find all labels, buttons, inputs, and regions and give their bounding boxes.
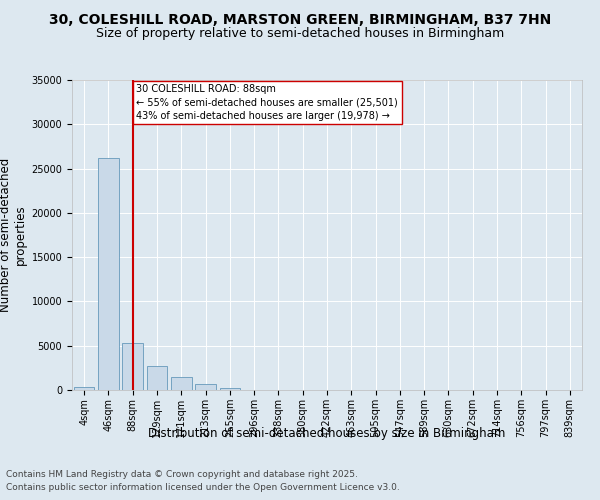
Text: 30, COLESHILL ROAD, MARSTON GREEN, BIRMINGHAM, B37 7HN: 30, COLESHILL ROAD, MARSTON GREEN, BIRMI… [49, 12, 551, 26]
Y-axis label: Number of semi-detached
properties: Number of semi-detached properties [0, 158, 27, 312]
Text: Size of property relative to semi-detached houses in Birmingham: Size of property relative to semi-detach… [96, 28, 504, 40]
Bar [122, 343, 143, 390]
Text: Distribution of semi-detached houses by size in Birmingham: Distribution of semi-detached houses by … [148, 428, 506, 440]
Text: 30 COLESHILL ROAD: 88sqm
← 55% of semi-detached houses are smaller (25,501)
43% : 30 COLESHILL ROAD: 88sqm ← 55% of semi-d… [136, 84, 398, 121]
Bar [146, 366, 167, 390]
Text: Contains public sector information licensed under the Open Government Licence v3: Contains public sector information licen… [6, 482, 400, 492]
Text: Contains HM Land Registry data © Crown copyright and database right 2025.: Contains HM Land Registry data © Crown c… [6, 470, 358, 479]
Bar [195, 384, 216, 390]
Bar [220, 388, 240, 390]
Bar [74, 388, 94, 390]
Bar [171, 376, 191, 390]
Bar [98, 158, 119, 390]
